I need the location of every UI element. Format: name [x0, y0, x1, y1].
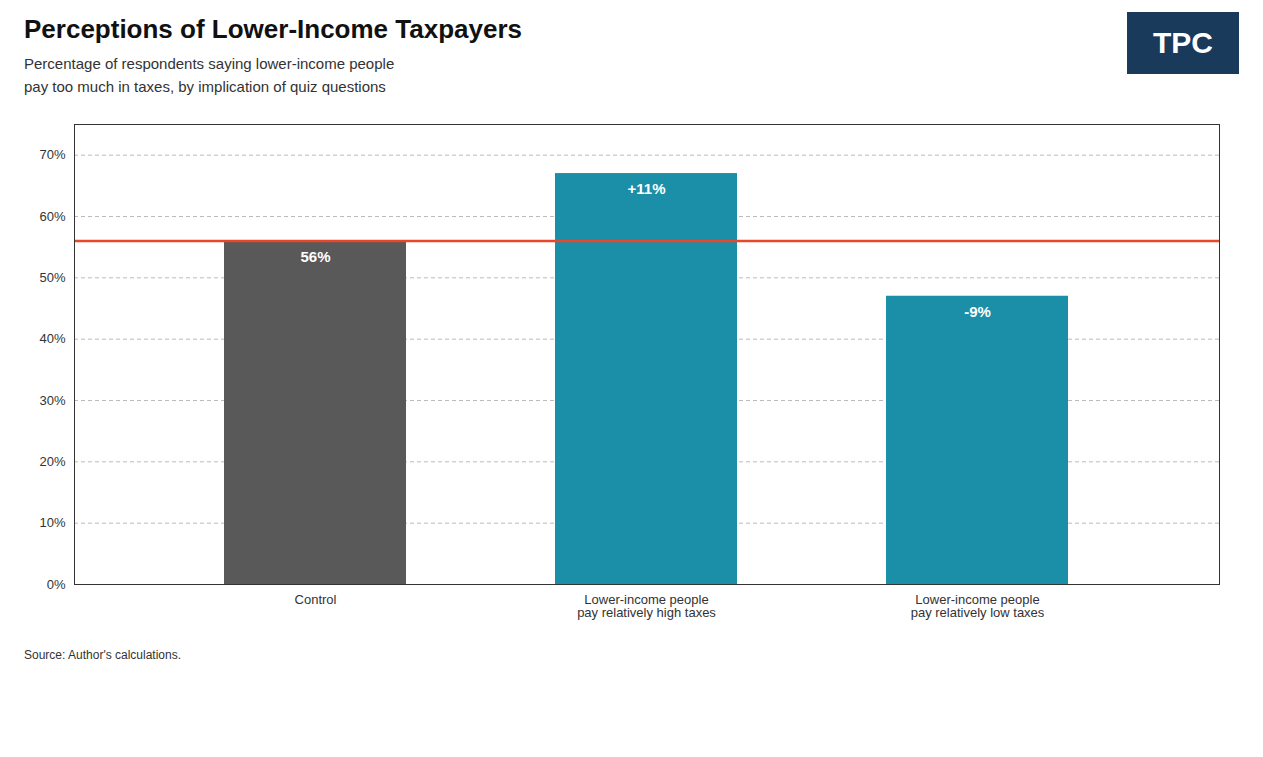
svg-text:40%: 40% [39, 331, 65, 346]
svg-text:10%: 10% [39, 515, 65, 530]
html-text:TPC: TPC [1153, 26, 1213, 59]
svg-text:20%: 20% [39, 454, 65, 469]
html-text:Source: Author's calculations.: Source: Author's calculations. [24, 648, 181, 662]
svg-text:Lower-income peoplepay relativ: Lower-income peoplepay relatively low ta… [911, 592, 1045, 620]
svg-text:56%: 56% [300, 248, 330, 265]
html-text:Perceptions of Lower-Income Ta: Perceptions of Lower-Income Taxpayers [24, 14, 522, 44]
svg-text:30%: 30% [39, 393, 65, 408]
svg-text:60%: 60% [39, 209, 65, 224]
svg-text:Control: Control [295, 592, 337, 607]
svg-text:-9%: -9% [964, 303, 991, 320]
html-text:Percentage of respondents sayi: Percentage of respondents saying lower-i… [24, 55, 395, 95]
svg-text:0%: 0% [47, 577, 66, 592]
svg-text:Lower-income peoplepay relativ: Lower-income peoplepay relatively high t… [577, 592, 716, 620]
svg-text:70%: 70% [39, 147, 65, 162]
svg-text:50%: 50% [39, 270, 65, 285]
svg-text:+11%: +11% [628, 180, 666, 197]
